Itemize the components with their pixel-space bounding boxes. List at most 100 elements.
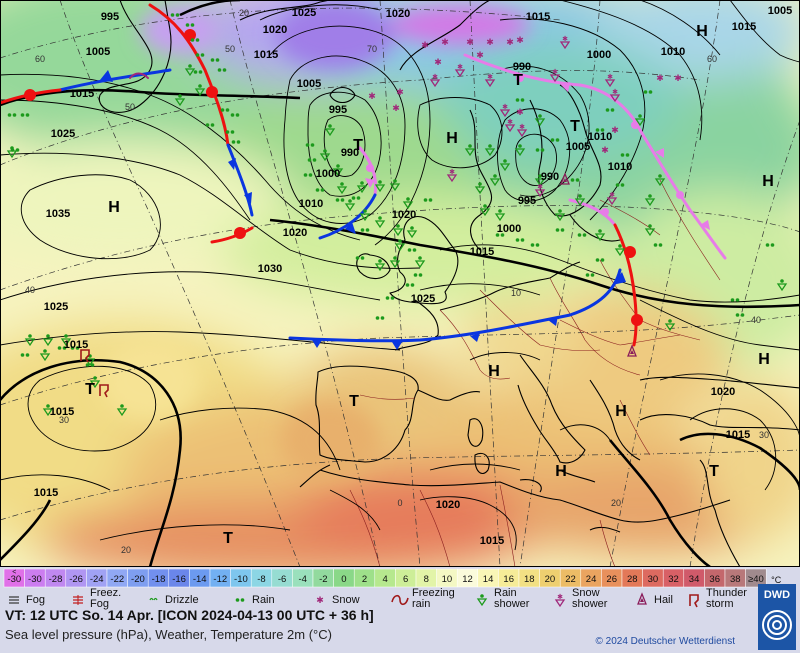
svg-text:✱: ✱ (562, 35, 568, 43)
weather-symbol (42, 404, 54, 417)
rain-icon (235, 598, 245, 602)
weather-symbol (484, 144, 496, 157)
pressure-systems: H H H H H H H H T T T T T T T (85, 23, 774, 547)
weather-symbol (494, 209, 506, 222)
weather-symbol (644, 224, 656, 237)
weather-symbol: ✱ (499, 103, 511, 118)
weather-symbol: ✱ (486, 38, 494, 48)
svg-text:✱: ✱ (441, 38, 449, 48)
legend-item-label: Drizzle (165, 594, 199, 606)
grid-label: 20 (239, 8, 249, 18)
legend-item-label: Snow shower (572, 587, 608, 610)
isobar-label: 1010 (588, 131, 612, 143)
weather-symbol: ✱ (606, 191, 618, 206)
weather-symbol: ✱ (392, 104, 400, 114)
front-symbols (24, 29, 710, 350)
temp-scale-label: 26 (606, 574, 617, 585)
weather-symbol (765, 243, 775, 247)
weather-symbol: ✱ (429, 73, 441, 88)
rain-shower-icon (476, 594, 488, 607)
svg-text:✱: ✱ (516, 108, 524, 118)
weather-symbol (374, 216, 386, 229)
temp-scale-label: -20 (131, 574, 145, 585)
weather-symbol (7, 113, 17, 117)
weather-symbol (474, 182, 486, 195)
svg-text:✱: ✱ (434, 58, 442, 68)
temp-scale-label: -18 (152, 574, 166, 585)
cold-front-europe (288, 268, 622, 343)
temp-scale-label: -30 (7, 574, 21, 585)
isobar-label: 1015 (732, 21, 756, 33)
weather-symbol (385, 296, 395, 300)
legend-item-rain-shower: Rain shower (476, 587, 530, 610)
temp-scale-label: 2 (362, 574, 367, 585)
isobar-label: 1025 (44, 301, 68, 313)
weather-symbol (344, 199, 356, 212)
thunderstorm-icon (689, 594, 699, 608)
weather-symbol: ✱ (454, 63, 466, 78)
valid-time: VT: 12 UTC So. 14 Apr. [ICON 2024-04-13 … (5, 607, 374, 623)
weather-symbol (392, 224, 404, 237)
weather-symbol (595, 128, 605, 132)
weather-symbol (479, 204, 491, 217)
weather-symbol (57, 346, 67, 350)
weather-symbol: ✱ (516, 108, 524, 118)
grid-labels: 60 70 50 50 60 40 40 30 30 20 20 0 20 10 (25, 8, 769, 555)
weather-symbol (413, 273, 423, 277)
weather-symbol (405, 283, 415, 287)
legend-item-label: Rain (252, 594, 275, 606)
temp-scale-label: 0 (341, 574, 346, 585)
weather-symbol (515, 238, 525, 242)
svg-text:✱: ✱ (392, 104, 400, 114)
temp-scale-unit: °C (771, 575, 782, 585)
weather-symbol (99, 384, 109, 398)
temp-scale-label: -16 (172, 574, 186, 585)
cold-front-iceland (318, 193, 377, 240)
temp-scale-label: 10 (442, 574, 453, 585)
weather-symbol (406, 226, 418, 239)
cold-front-west (226, 143, 254, 217)
temp-scale-lower-marker: < (12, 569, 16, 576)
grid-label: 20 (611, 498, 621, 508)
warm-front-west (148, 3, 230, 147)
weather-symbol (60, 334, 72, 347)
low-pressure-marker: T (570, 118, 580, 135)
svg-text:✱: ✱ (519, 123, 525, 131)
legend-item-label: Hail (654, 594, 673, 606)
weather-symbol (389, 256, 401, 269)
isobar-label: 1035 (46, 208, 70, 220)
weather-symbol: ✱ (441, 38, 449, 48)
svg-text:✱: ✱ (396, 88, 404, 98)
grid-label: 50 (125, 102, 135, 112)
svg-text:✱: ✱ (368, 92, 376, 102)
isobar-label: 1020 (263, 24, 287, 36)
weather-symbol (534, 114, 546, 127)
temp-scale-swatch (745, 568, 767, 588)
isobar-label: 1010 (661, 46, 685, 58)
weather-symbol (324, 124, 336, 137)
low-pressure-marker: T (349, 393, 359, 410)
snow-icon: ✱ (316, 596, 324, 606)
dwd-swirl-icon (762, 610, 792, 640)
weather-symbol (24, 334, 36, 347)
weather-symbol (634, 114, 646, 127)
temp-scale-label: -26 (69, 574, 83, 585)
weather-symbol (89, 376, 101, 389)
occluded-front-mini (129, 72, 149, 79)
isobar-label: 1015 (526, 11, 550, 23)
weather-symbol (185, 23, 195, 27)
copyright: © 2024 Deutscher Wetterdienst (596, 636, 736, 647)
svg-text:✱: ✱ (674, 74, 682, 84)
weather-symbol (554, 209, 566, 222)
weather-symbol (464, 144, 476, 157)
svg-text:✱: ✱ (537, 183, 543, 191)
legend-panel: -30 -30 -28 -26 -24 -22 -20 -18 -16 -14 -12 -10 -8 -6… (0, 567, 800, 653)
legend-item-label: Fog (26, 594, 45, 606)
weather-symbol (220, 108, 230, 112)
grid-label: 40 (25, 285, 35, 295)
temp-scale-label: 22 (565, 574, 576, 585)
weather-symbol (560, 172, 570, 185)
svg-text:✱: ✱ (506, 38, 514, 48)
weather-symbol (555, 228, 565, 232)
